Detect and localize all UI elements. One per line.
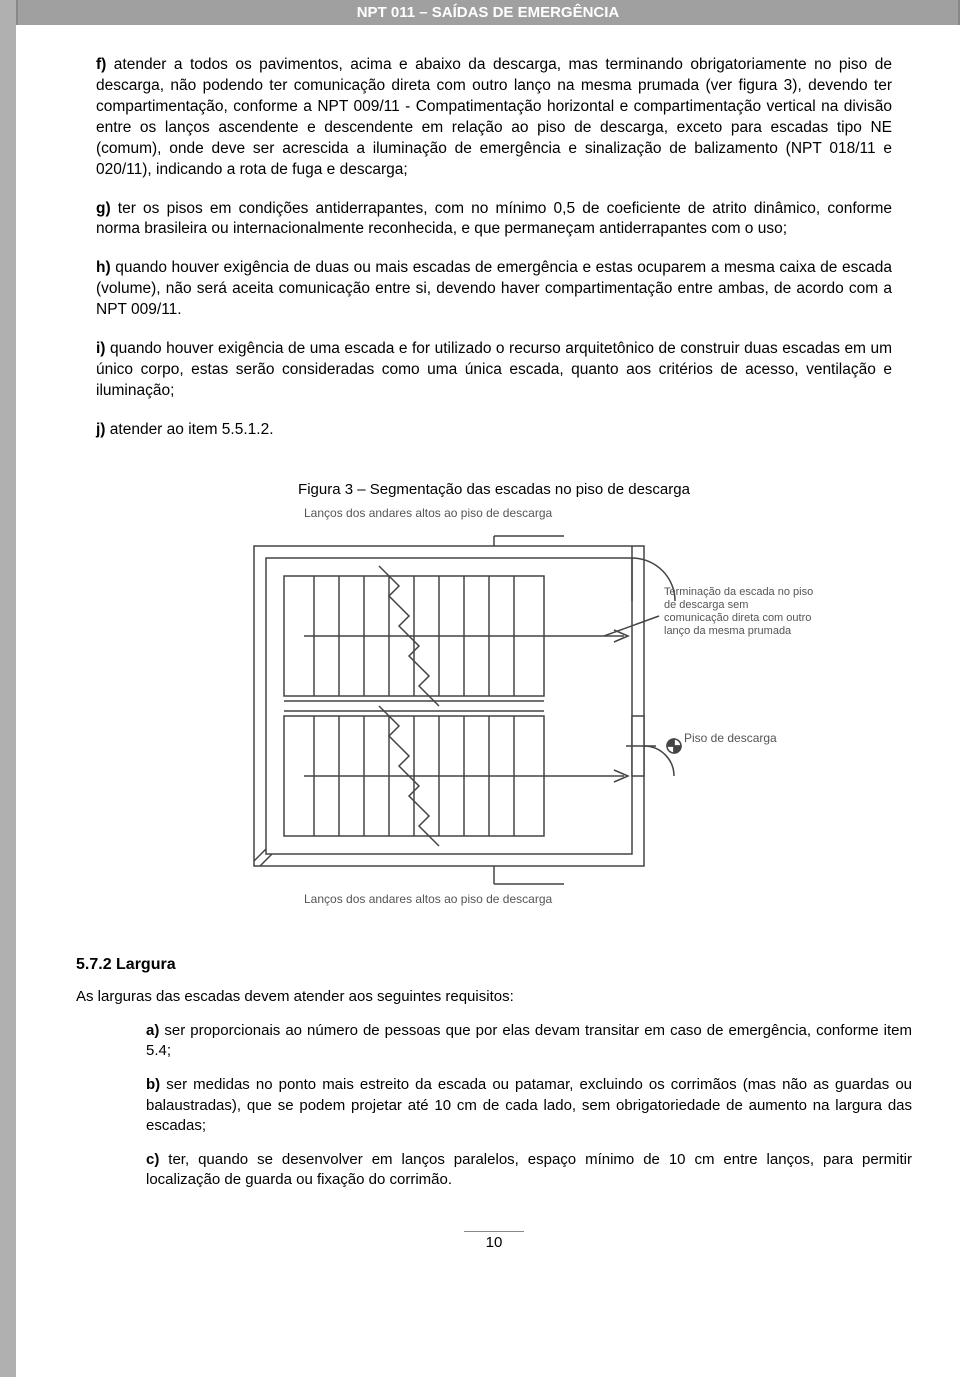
- document-header: NPT 011 – SAÍDAS DE EMERGÊNCIA: [16, 0, 960, 25]
- item-label-a: a): [146, 1022, 159, 1039]
- paragraph-i: i) quando houver exigência de uma escada…: [96, 339, 892, 402]
- figure-caption: Figura 3 – Segmentação das escadas no pi…: [96, 481, 892, 498]
- page-number: 10: [464, 1231, 524, 1251]
- paragraph-h: h) quando houver exigência de duas ou ma…: [96, 258, 892, 321]
- figure-label-top: Lanços dos andares altos ao piso de desc…: [304, 506, 552, 520]
- item-label-g: g): [96, 200, 111, 217]
- stair-diagram-svg: [184, 506, 804, 906]
- item-label-b: b): [146, 1076, 160, 1093]
- item-label-f: f): [96, 56, 106, 73]
- figure-label-right-1: Terminação da escada no piso de descarga…: [664, 586, 814, 639]
- section-572-b: b) ser medidas no ponto mais estreito da…: [76, 1075, 912, 1136]
- item-text-i: quando houver exigência de uma escada e …: [96, 340, 892, 399]
- item-text-b: ser medidas no ponto mais estreito da es…: [146, 1076, 912, 1134]
- item-text-c: ter, quando se desenvolver em lanços par…: [146, 1151, 912, 1188]
- item-label-h: h): [96, 259, 111, 276]
- figure-label-bottom: Lanços dos andares altos ao piso de desc…: [304, 892, 552, 906]
- paragraph-f: f) atender a todos os pavimentos, acima …: [96, 55, 892, 181]
- section-572-c: c) ter, quando se desenvolver em lanços …: [76, 1150, 912, 1191]
- section-heading-572: 5.7.2 Largura: [76, 956, 912, 974]
- figure-label-right-2: Piso de descarga: [684, 731, 794, 745]
- page: NPT 011 – SAÍDAS DE EMERGÊNCIA f) atende…: [0, 0, 960, 1377]
- item-text-a: ser proporcionais ao número de pessoas q…: [146, 1022, 912, 1059]
- section-572-a: a) ser proporcionais ao número de pessoa…: [76, 1021, 912, 1062]
- item-text-h: quando houver exigência de duas ou mais …: [96, 259, 892, 318]
- item-text-f: atender a todos os pavimentos, acima e a…: [96, 56, 892, 178]
- paragraph-g: g) ter os pisos em condições antiderrapa…: [96, 199, 892, 241]
- item-label-c: c): [146, 1151, 159, 1168]
- item-text-j: atender ao item 5.5.1.2.: [105, 421, 273, 438]
- paragraph-j: j) atender ao item 5.5.1.2.: [96, 420, 892, 441]
- figure-3: Lanços dos andares altos ao piso de desc…: [184, 506, 804, 906]
- figure-container: Lanços dos andares altos ao piso de desc…: [96, 506, 892, 906]
- item-text-g: ter os pisos em condições antiderrapante…: [96, 200, 892, 238]
- main-content: f) atender a todos os pavimentos, acima …: [76, 55, 912, 906]
- section-572-intro: As larguras das escadas devem atender ao…: [76, 988, 912, 1005]
